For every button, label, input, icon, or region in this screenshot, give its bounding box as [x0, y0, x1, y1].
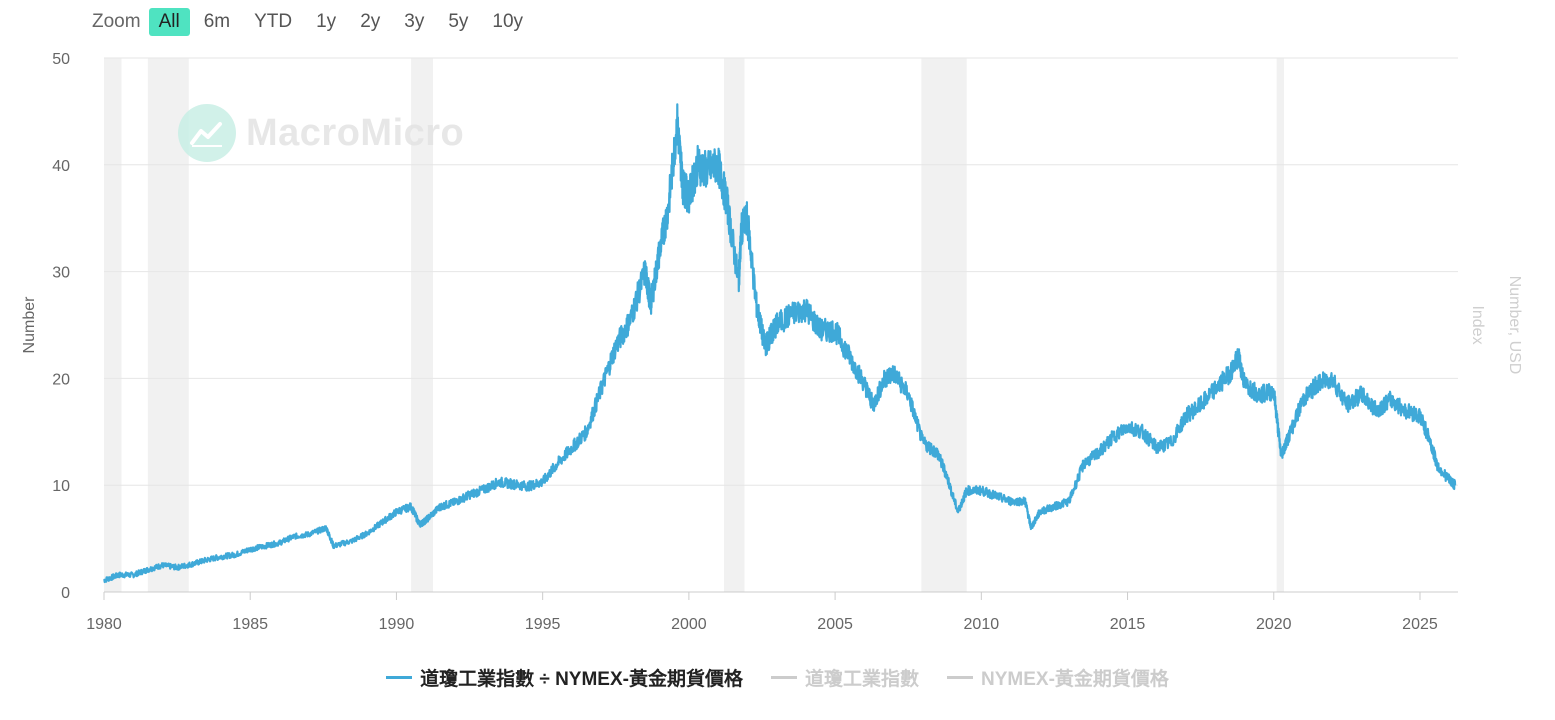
- y-axis: 0 10 20 30 40 50: [52, 51, 70, 602]
- recession-band-2: [411, 58, 433, 592]
- zoom-bar: Zoom All 6m YTD 1y 2y 3y 5y 10y: [92, 6, 537, 38]
- watermark: MacroMicro: [178, 104, 464, 162]
- x-tick-label-2015: 2015: [1110, 616, 1146, 633]
- zoom-label: Zoom: [92, 11, 141, 32]
- x-tick-label-2020: 2020: [1256, 616, 1292, 633]
- x-tick-label-1990: 1990: [379, 616, 415, 633]
- y-tick-label-20: 20: [52, 371, 70, 388]
- x-tick-label-1985: 1985: [232, 616, 268, 633]
- x-tick-label-2025: 2025: [1402, 616, 1438, 633]
- x-tick-label-1995: 1995: [525, 616, 561, 633]
- chart-svg: 1980 1985 1990 1995 2000 2005 2010 2015 2020 2025…: [21, 51, 1523, 633]
- y-tick-label-0: 0: [61, 585, 70, 602]
- zoom-2y-button[interactable]: 2y: [360, 11, 381, 32]
- x-tick-label-2010: 2010: [964, 616, 1000, 633]
- x-tick-label-2000: 2000: [671, 616, 707, 633]
- zoom-ytd-button[interactable]: YTD: [254, 11, 293, 32]
- y-tick-label-30: 30: [52, 265, 70, 282]
- zoom-5y-button[interactable]: 5y: [448, 11, 469, 32]
- recession-band-5: [1276, 58, 1284, 592]
- legend-swatch-ratio: [386, 676, 413, 679]
- legend-item-dow[interactable]: 道瓊工業指數: [770, 664, 919, 691]
- y-tick-label-50: 50: [52, 51, 70, 68]
- legend-label-gold: NYMEX-黃金期貨價格: [981, 669, 1169, 690]
- x-axis: 1980 1985 1990 1995 2000 2005 2010 2015 2020 2025: [86, 592, 1438, 633]
- legend-item-gold[interactable]: NYMEX-黃金期貨價格: [947, 664, 1169, 691]
- recession-band-0: [104, 58, 122, 592]
- x-tick-label-2005: 2005: [817, 616, 853, 633]
- recession-band-4: [921, 58, 967, 592]
- legend-label-dow: 道瓊工業指數: [804, 669, 919, 690]
- y-axis-label: Number: [21, 296, 38, 354]
- zoom-6m-button[interactable]: 6m: [203, 11, 231, 32]
- watermark-logo-icon: [178, 104, 236, 162]
- series-line-ratio: [103, 103, 1457, 584]
- legend-swatch-dow: [770, 676, 797, 679]
- legend-label-ratio: 道瓊工業指數 ÷ NYMEX-黃金期貨價格: [420, 669, 743, 690]
- zoom-10y-button[interactable]: 10y: [492, 11, 524, 32]
- legend-swatch-gold: [947, 676, 973, 679]
- zoom-3y-button[interactable]: 3y: [404, 11, 425, 32]
- watermark-text: MacroMicro: [246, 111, 465, 154]
- x-tick-label-1980: 1980: [86, 616, 122, 633]
- right-axis-label-1: Number, USD: [1506, 276, 1523, 375]
- y-tick-label-10: 10: [52, 478, 70, 495]
- y-tick-label-40: 40: [52, 158, 70, 175]
- legend: 道瓊工業指數 ÷ NYMEX-黃金期貨價格 道瓊工業指數 NYMEX-黃金期貨價…: [0, 664, 1555, 691]
- legend-item-ratio[interactable]: 道瓊工業指數 ÷ NYMEX-黃金期貨價格: [386, 664, 743, 691]
- zoom-all-button[interactable]: All: [148, 8, 190, 36]
- recession-band-3: [723, 58, 745, 592]
- right-axis-label-2: Index: [1469, 305, 1486, 344]
- zoom-1y-button[interactable]: 1y: [316, 11, 337, 32]
